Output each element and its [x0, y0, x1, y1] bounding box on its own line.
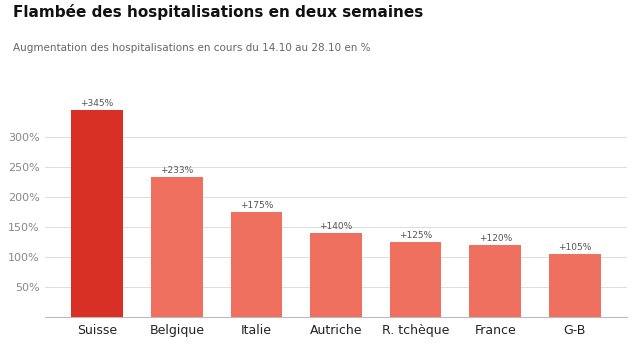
- Bar: [151, 177, 203, 317]
- Bar: [310, 233, 362, 317]
- Text: +140%: +140%: [319, 222, 353, 231]
- Text: Flambée des hospitalisations en deux semaines: Flambée des hospitalisations en deux sem…: [13, 4, 423, 19]
- Bar: [549, 254, 601, 317]
- Text: +120%: +120%: [479, 234, 512, 243]
- Text: +233%: +233%: [160, 166, 193, 175]
- Text: +105%: +105%: [558, 243, 591, 252]
- Bar: [390, 242, 442, 317]
- Bar: [230, 212, 282, 317]
- Bar: [71, 110, 123, 317]
- Bar: [469, 245, 521, 317]
- Text: +345%: +345%: [81, 99, 114, 108]
- Text: +125%: +125%: [399, 231, 432, 240]
- Text: +175%: +175%: [240, 201, 273, 210]
- Text: Augmentation des hospitalisations en cours du 14.10 au 28.10 en %: Augmentation des hospitalisations en cou…: [13, 43, 371, 53]
